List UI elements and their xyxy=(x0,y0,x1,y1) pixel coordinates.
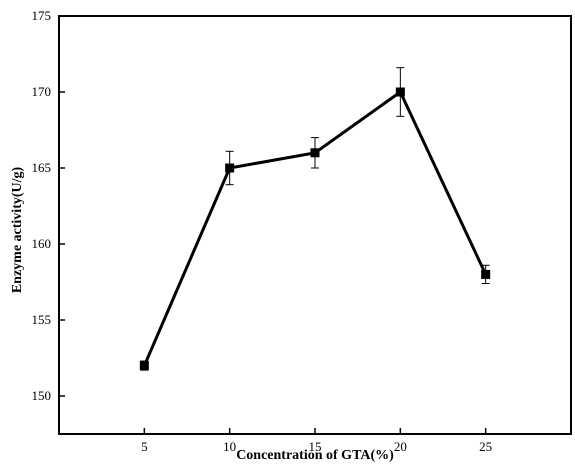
series-line xyxy=(142,89,488,367)
plot-frame xyxy=(58,15,572,435)
data-point xyxy=(395,87,405,97)
x-tick-label: 5 xyxy=(141,439,148,454)
y-tick-label: 170 xyxy=(32,84,52,99)
y-tick-label: 165 xyxy=(32,160,52,175)
y-tick-label: 150 xyxy=(32,388,52,403)
y-tick-label: 160 xyxy=(32,236,52,251)
x-tick-label: 15 xyxy=(309,439,322,454)
data-point xyxy=(310,148,320,158)
x-axis: 5 10 15 20 25 xyxy=(141,428,492,454)
y-axis-title: Enzyme activity(U/g) xyxy=(10,166,25,293)
x-axis-title: Concentration of GTA(%) xyxy=(236,448,394,463)
x-tick-label: 10 xyxy=(223,439,236,454)
x-tick-label: 20 xyxy=(394,439,407,454)
x-tick-label: 25 xyxy=(479,439,492,454)
data-point xyxy=(481,269,491,279)
y-axis: 150 155 160 165 170 175 xyxy=(32,8,65,403)
data-series xyxy=(139,67,491,371)
data-point xyxy=(139,361,149,371)
y-tick-label: 175 xyxy=(32,8,52,23)
data-point xyxy=(225,163,235,173)
y-tick-label: 155 xyxy=(32,312,52,327)
